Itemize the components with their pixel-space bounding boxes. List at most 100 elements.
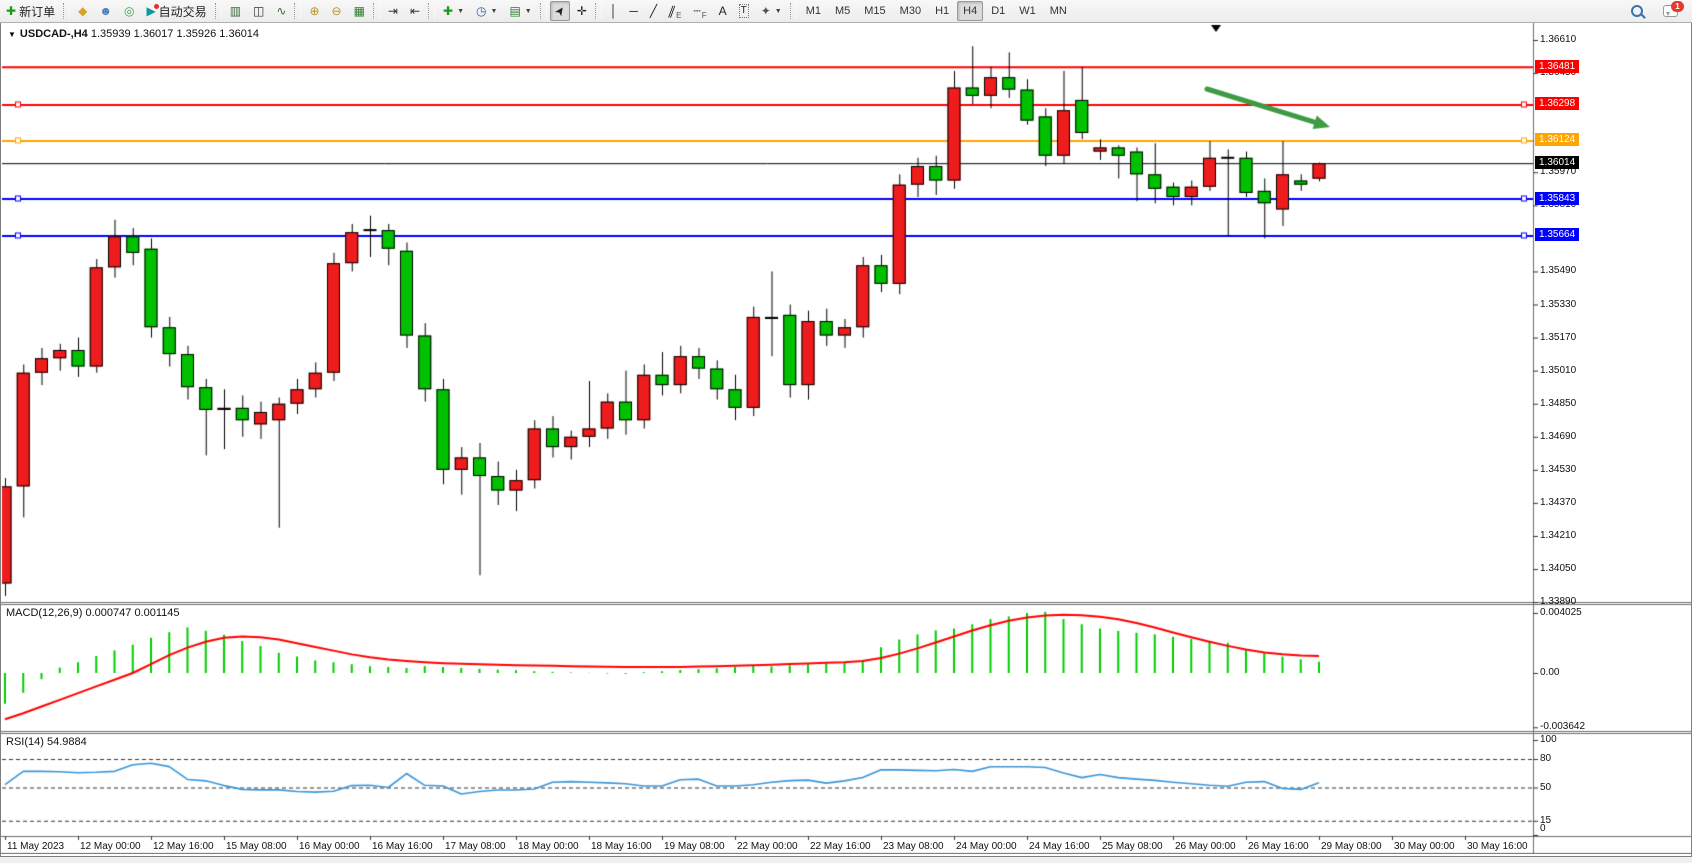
macd-signal-value: 0.001145 [134,607,180,619]
tile-windows-button[interactable]: ▦ [349,1,370,21]
tf-d1-button[interactable]: D1 [985,1,1011,21]
search-button[interactable] [1626,1,1648,21]
bar-chart-button[interactable]: ▥ [225,1,246,21]
time-axis-label: 17 May 08:00 [445,841,506,852]
periods-button[interactable]: ◷ ▼ [471,1,502,21]
signals-button[interactable]: ◎ [119,1,139,21]
market-watch-button[interactable]: ◆ [73,1,92,21]
autotrading-icon: ▶ [146,4,156,18]
time-axis-label: 30 May 16:00 [1467,841,1528,852]
auto-scroll-button[interactable]: ⇥ [383,1,403,21]
trendline-icon: ╱ [649,4,658,18]
chevron-down-icon: ▼ [524,7,532,15]
horizontal-line-button[interactable]: ─ [624,1,643,21]
time-axis-label: 26 May 16:00 [1248,841,1309,852]
vertical-line-button[interactable]: │ [605,1,623,21]
fibonacci-icon: ┄ [693,4,701,18]
price-axis-tick: 1.35330 [1540,298,1577,310]
notifications-button[interactable]: 1 [1658,1,1684,21]
zoom-in-button[interactable]: ⊕ [304,1,324,21]
cursor-button[interactable]: ➤ [549,1,570,21]
new-order-button[interactable]: ✚ 新订单 [1,1,60,21]
search-icon [1631,5,1643,17]
tf-w1-button-label: W1 [1019,5,1036,17]
horizontal-line-icon: ─ [629,4,638,18]
macd-axis-tick: 0.004025 [1540,606,1582,618]
tf-h4-button[interactable]: H4 [957,1,984,21]
shapes-button[interactable]: ✦ ▼ [756,1,787,21]
profiles-button[interactable]: ☻ [94,1,117,21]
rsi-axis-tick: 80 [1540,753,1552,764]
tf-m30-button[interactable]: M30 [894,1,927,21]
zoom-out-button[interactable]: ⊖ [327,1,347,21]
toolbar: ✚ 新订单 ◆ ☻ ◎ ▶ 自动交易 ▥ ◫ ∿ ⊕ ⊖ ▦ ⇥ ⇤ ✚ ▼ ◷ ▼ ▤ ▼ ➤ ✛ │ ─ ╱ ∥ E ┄ F A T ✦ ▼ M… [0,0,1692,23]
channel-button[interactable]: ∥ E [664,1,686,21]
time-axis-label: 18 May 16:00 [591,841,652,852]
toolbar-separator [214,3,222,19]
support-line-2-price-badge: 1.35664 [1535,228,1580,242]
chart-shift-button[interactable]: ⇤ [405,1,425,21]
toolbar-separator [539,3,547,19]
chart-ohlc-readout: 1.35939 1.36017 1.35926 1.36014 [90,28,260,40]
line-chart-icon: ∿ [276,4,287,18]
macd-main-value: 0.000747 [85,607,132,619]
price-axis-tick: 1.36610 [1540,34,1577,45]
time-axis-label: 19 May 08:00 [664,841,725,852]
chart-plot-canvas[interactable] [1,23,1691,854]
label-button[interactable]: T [734,1,754,21]
tf-m5-button-label: M5 [834,5,851,17]
rsi-value: 54.9884 [46,736,87,748]
fibonacci-button[interactable]: ┄ F [688,1,711,21]
line-chart-button[interactable]: ∿ [271,1,291,21]
candlestick-chart-button[interactable]: ◫ [248,1,269,21]
tf-h1-button[interactable]: H1 [929,1,955,21]
toolbar-separator [372,3,380,19]
symbol-dropdown-icon[interactable]: ▼ [8,30,16,39]
chevron-down-icon: ▼ [457,7,465,15]
shapes-icon: ✦ [760,4,771,18]
price-axis-tick: 1.35810 [1540,199,1577,211]
tf-w1-button[interactable]: W1 [1013,1,1042,21]
toolbar-separator [594,3,602,19]
price-axis-tick: 1.33890 [1540,596,1577,608]
rsi-indicator-label: RSI(14) 54.9884 [6,736,87,748]
cursor-icon: ➤ [551,2,569,20]
tf-m15-button[interactable]: M15 [858,1,891,21]
tf-m15-button-label: M15 [864,5,886,17]
tf-mn-button[interactable]: MN [1044,1,1073,21]
signals-icon: ◎ [123,4,135,18]
text-button[interactable]: A [714,1,732,21]
indicators-button[interactable]: ✚ ▼ [438,1,469,21]
time-axis-label: 22 May 00:00 [737,841,798,852]
toolbar-separator [294,3,302,19]
time-axis-label: 15 May 08:00 [226,841,287,852]
autotrading-button[interactable]: ▶ 自动交易 [141,1,211,21]
trendline-button[interactable]: ╱ [645,1,662,21]
tf-m1-button-label: M1 [805,5,821,17]
toolbar-separator [789,3,797,19]
crosshair-button[interactable]: ✛ [572,1,592,21]
time-axis-label: 22 May 16:00 [810,841,871,852]
time-axis-label: 30 May 00:00 [1394,841,1455,852]
templates-button[interactable]: ▤ ▼ [504,1,536,21]
time-axis-label: 16 May 16:00 [372,841,433,852]
indicators-icon: ✚ [443,4,454,18]
text-icon: A [718,4,727,18]
chart-window [0,22,1692,857]
price-axis-tick: 1.35010 [1540,364,1577,376]
tf-m1-button[interactable]: M1 [800,1,827,21]
bar-chart-icon: ▥ [229,4,242,18]
tf-m5-button[interactable]: M5 [829,1,856,21]
time-axis-label: 12 May 16:00 [153,841,214,852]
periods-icon: ◷ [476,4,487,18]
tf-d1-button-label: D1 [991,5,1006,17]
time-axis-label: 12 May 00:00 [80,841,141,852]
rsi-axis-tick: 15 [1540,814,1552,826]
chart-symbol-timeframe: USDCAD-,H4 [19,28,88,40]
price-axis-tick: 1.35490 [1540,265,1577,277]
notification-badge: 1 [1671,1,1684,12]
time-axis-label: 23 May 08:00 [883,841,944,852]
price-axis-tick: 1.35970 [1540,166,1577,178]
macd-axis-tick: 0.00 [1540,667,1560,678]
